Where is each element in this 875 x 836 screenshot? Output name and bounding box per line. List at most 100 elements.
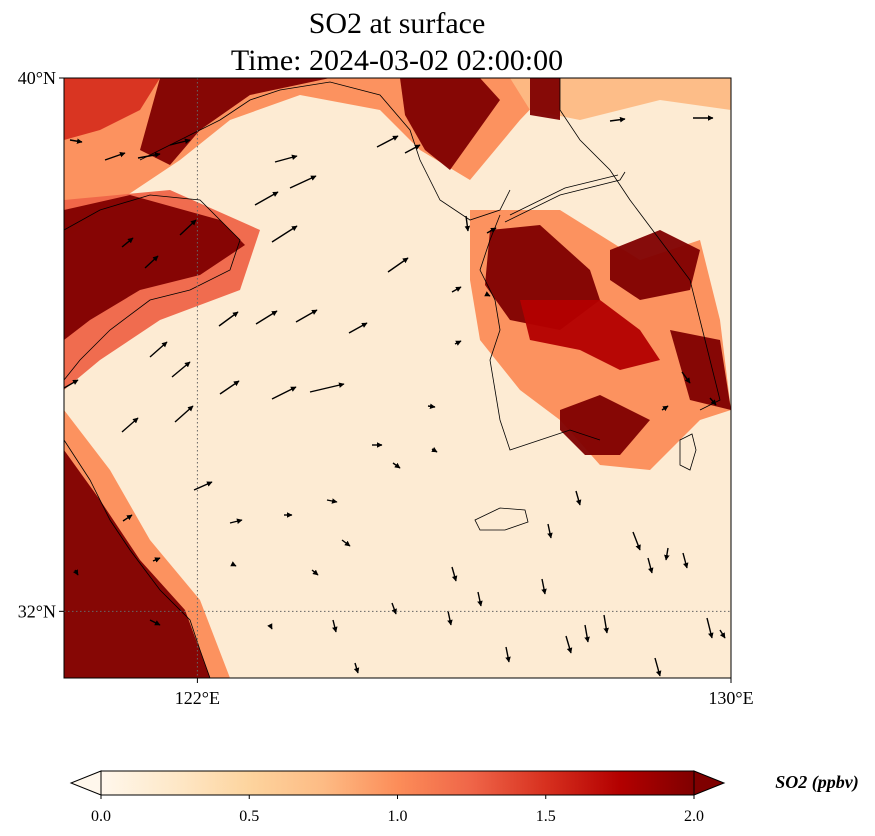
wind-arrow: [229, 518, 243, 524]
so2-patch: [400, 78, 500, 170]
wind-arrow: [73, 569, 79, 576]
coastline: [679, 433, 697, 471]
lon-tick-label: 130°E: [708, 688, 753, 708]
wind-arrow: [454, 340, 462, 346]
coastline: [559, 78, 721, 411]
wind-arrow: [632, 531, 641, 551]
wind-arrow: [69, 138, 83, 144]
wind-arrow: [565, 635, 573, 654]
wind-arrow: [193, 481, 213, 491]
wind-arrow: [121, 237, 134, 248]
wind-arrow: [309, 382, 345, 393]
wind-arrow: [230, 561, 237, 567]
so2-patch: [64, 78, 160, 140]
wind-arrow: [353, 662, 360, 674]
gridlines: [64, 78, 731, 678]
coastline: [474, 507, 529, 531]
wind-arrow: [392, 462, 401, 469]
wind-arrow: [254, 191, 279, 206]
wind-arrow: [274, 154, 298, 163]
coastline: [64, 194, 241, 381]
wind-arrow: [348, 322, 368, 334]
wind-arrow: [219, 380, 240, 395]
wind-arrow: [464, 215, 471, 232]
wind-arrow: [169, 138, 191, 146]
wind-arrow: [603, 614, 609, 634]
wind-arrow: [709, 397, 717, 406]
wind-arrow: [447, 610, 453, 626]
wind-arrow: [326, 498, 338, 504]
colorbar-ticks: 0.0 0.5 1.0 1.5 2.0: [91, 795, 704, 825]
so2-patch: [64, 195, 245, 340]
lat-tick-label: 40°N: [18, 68, 56, 88]
wind-arrow: [681, 371, 691, 384]
wind-arrow: [179, 219, 197, 236]
wind-arrow: [431, 447, 438, 453]
colorbar-tick-label: 1.0: [388, 808, 408, 825]
wind-arrow: [64, 379, 79, 389]
so2-patch: [530, 78, 560, 120]
wind-arrow: [289, 175, 317, 189]
wind-arrow: [477, 591, 483, 607]
wind-arrow: [122, 514, 133, 522]
wind-arrow: [218, 311, 239, 327]
so2-patch: [510, 78, 731, 120]
colorbar-tick-label: 2.0: [684, 808, 704, 825]
wind-arrow: [706, 617, 714, 639]
wind-vectors: [64, 115, 726, 677]
wind-arrow: [121, 417, 139, 433]
colorbar-body: [100, 770, 695, 796]
colorbar-extend-low: [69, 770, 102, 796]
wind-arrow: [647, 557, 654, 574]
coastline: [64, 439, 211, 678]
title-line-2: Time: 2024-03-02 02:00:00: [231, 44, 563, 77]
wind-arrow: [271, 225, 298, 243]
map-panel: [64, 78, 731, 678]
so2-patch: [560, 395, 650, 455]
wind-arrow: [427, 403, 436, 410]
so2-field: [64, 78, 731, 678]
wind-arrow: [505, 646, 511, 663]
wind-arrow: [137, 152, 161, 159]
coastlines: [64, 78, 721, 678]
colorbar-label: SO2 (ppbv): [775, 772, 859, 793]
wind-arrow: [654, 657, 662, 677]
colorbar-tick-label: 0.5: [239, 808, 259, 825]
coastline: [504, 171, 626, 223]
so2-patch: [670, 330, 731, 410]
wind-arrow: [664, 547, 670, 561]
wind-arrow: [484, 291, 491, 297]
wind-arrow: [376, 135, 399, 148]
wind-arrow: [451, 566, 458, 582]
wind-arrow: [575, 490, 582, 506]
so2-patch: [64, 450, 210, 678]
wind-arrow: [584, 624, 590, 643]
coastline: [509, 174, 619, 216]
wind-arrow: [404, 144, 421, 154]
coastline: [479, 214, 601, 451]
wind-arrow: [149, 619, 161, 626]
wind-arrow: [152, 557, 161, 563]
wind-arrow: [609, 116, 626, 123]
wind-arrow: [311, 569, 319, 576]
wind-arrow: [149, 341, 168, 358]
wind-arrow: [451, 286, 462, 293]
wind-arrow: [332, 619, 338, 633]
wind-arrow: [661, 405, 669, 412]
so2-patch: [610, 230, 700, 300]
wind-arrow: [682, 552, 689, 569]
wind-arrow: [255, 310, 278, 325]
wind-arrow: [267, 623, 273, 630]
wind-arrow: [171, 361, 191, 378]
colorbar: 0.0 0.5 1.0 1.5 2.0 SO2 (ppbv): [69, 770, 859, 825]
map-frame: [63, 77, 732, 679]
lon-tick-label: 122°E: [175, 688, 220, 708]
wind-arrow: [144, 255, 159, 269]
colorbar-extend-high: [693, 770, 726, 796]
wind-arrow: [271, 386, 297, 400]
lat-tick-labels: 40°N 32°N: [18, 68, 64, 621]
wind-arrow: [719, 629, 726, 639]
wind-arrow: [541, 578, 547, 595]
title-line-1: SO2 at surface: [309, 7, 486, 40]
colorbar-tick-label: 0.0: [91, 808, 111, 825]
